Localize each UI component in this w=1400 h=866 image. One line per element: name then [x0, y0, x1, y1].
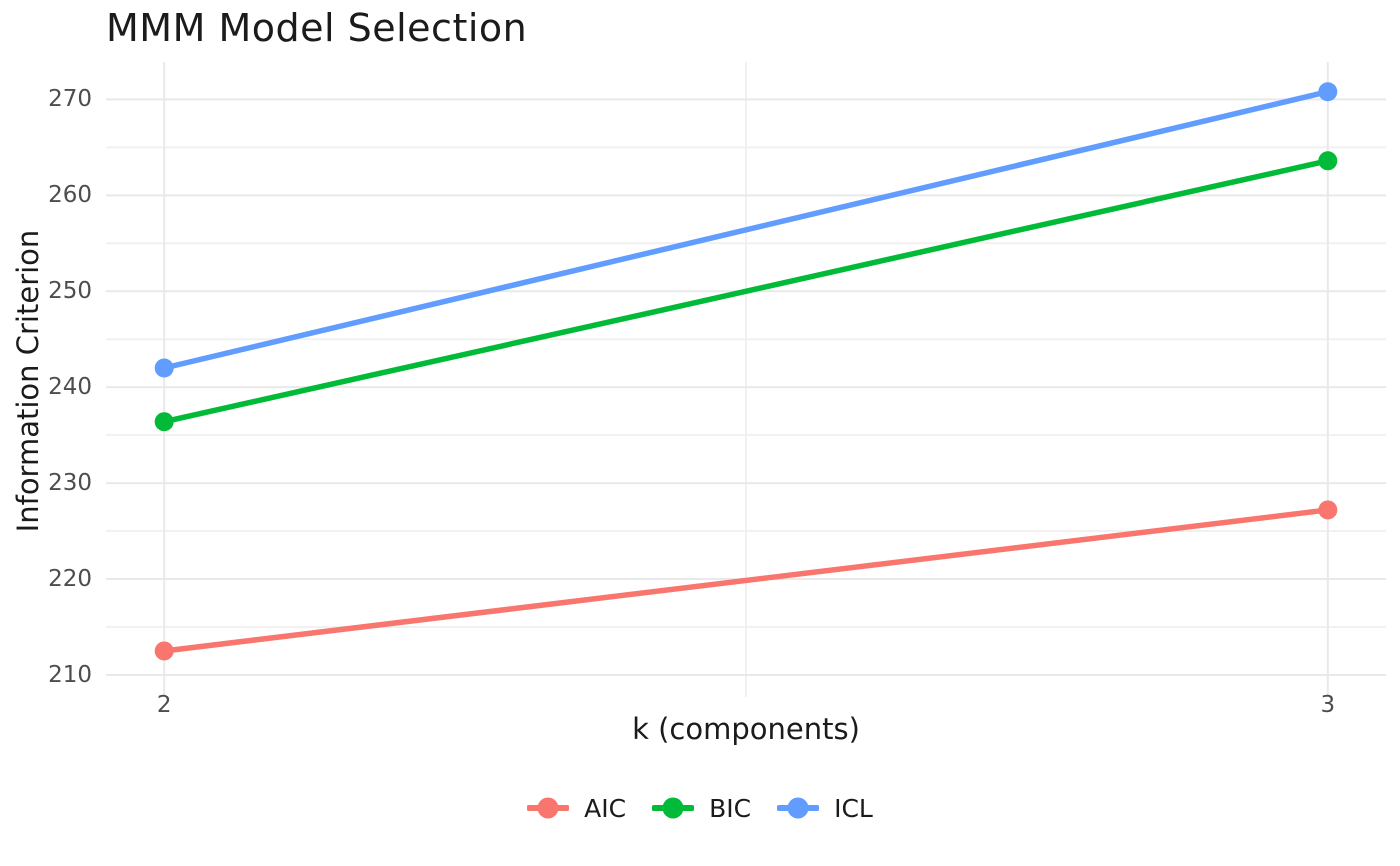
y-tick-label: 270	[48, 86, 92, 113]
y-tick-label: 260	[48, 182, 92, 209]
data-point-BIC	[1318, 151, 1338, 171]
x-tick-label: 2	[156, 692, 172, 718]
y-tick-label: 210	[48, 661, 92, 688]
legend-label: ICL	[834, 793, 873, 823]
data-point-BIC	[154, 412, 174, 432]
legend-label: BIC	[709, 793, 752, 823]
chart-title: MMM Model Selection	[106, 6, 528, 50]
legend-item-AIC: AIC	[527, 792, 626, 824]
legend-label: AIC	[584, 793, 627, 823]
series-line-ICL	[161, 88, 1331, 371]
y-tick-label: 240	[48, 374, 92, 401]
legend-key-icon	[652, 797, 695, 819]
series-line-AIC	[161, 507, 1331, 654]
y-tick-label: 230	[48, 470, 92, 497]
legend: AIC BIC ICL	[0, 792, 1400, 824]
legend-item-ICL: ICL	[777, 792, 873, 824]
x-tick-label: 3	[1320, 692, 1336, 718]
data-point-ICL	[154, 358, 174, 378]
data-point-AIC	[1318, 500, 1338, 520]
x-axis-title: k (components)	[632, 712, 860, 746]
y-tick-label: 220	[48, 566, 92, 593]
legend-key-icon	[527, 797, 570, 819]
data-point-ICL	[1318, 82, 1338, 102]
legend-item-BIC: BIC	[652, 792, 751, 824]
series-line-BIC	[161, 158, 1331, 425]
legend-key-icon	[777, 797, 820, 819]
data-point-AIC	[154, 641, 174, 661]
y-tick-label: 250	[48, 278, 92, 305]
